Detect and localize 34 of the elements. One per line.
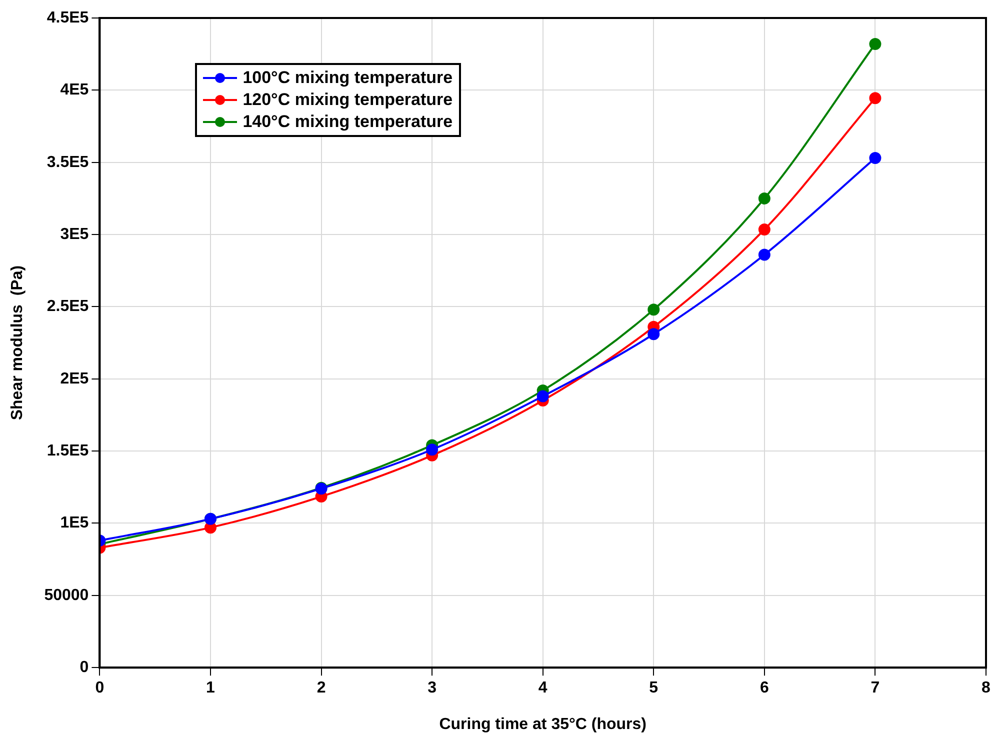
y-tick-label: 3E5 [60,226,89,243]
legend-label: 120°C mixing temperature [242,90,453,110]
x-tick-label: 6 [760,680,769,697]
y-tick-label: 3.5E5 [46,154,89,171]
x-tick-label: 2 [316,680,326,697]
x-axis-title: Curing time at 35°C (hours) [439,716,646,733]
y-tick-label: 1E5 [60,514,89,532]
y-tick-label: 0 [80,659,89,676]
point [648,304,660,316]
y-tick-label: 2E5 [60,370,89,388]
y-tick-label: 1.5E5 [46,442,89,460]
x-tick-label: 1 [206,680,216,697]
point [869,38,882,50]
legend-label: 140°C mixing temperature [242,112,453,132]
x-tick-label: 5 [649,680,658,697]
point [758,248,770,261]
x-tick-label: 3 [428,680,437,697]
y-tick-label: 4E5 [60,82,89,99]
point [758,192,770,204]
legend-label: 100°C mixing temperature [242,68,453,88]
point [426,444,438,456]
y-tick-label: 4.5E5 [46,9,89,26]
y-tick-label: 50000 [44,586,89,604]
x-tick-label: 0 [95,680,104,697]
x-tick-label: 8 [982,680,991,697]
y-tick-label: 2.5E5 [46,298,89,316]
y-axis-title: Shear modulus (Pa) [9,265,26,420]
x-tick-label: 7 [870,680,880,697]
x-tick-label: 4 [538,680,548,697]
point [536,390,549,402]
point [869,92,882,104]
point [758,223,770,236]
point [869,152,882,164]
point [648,328,660,340]
